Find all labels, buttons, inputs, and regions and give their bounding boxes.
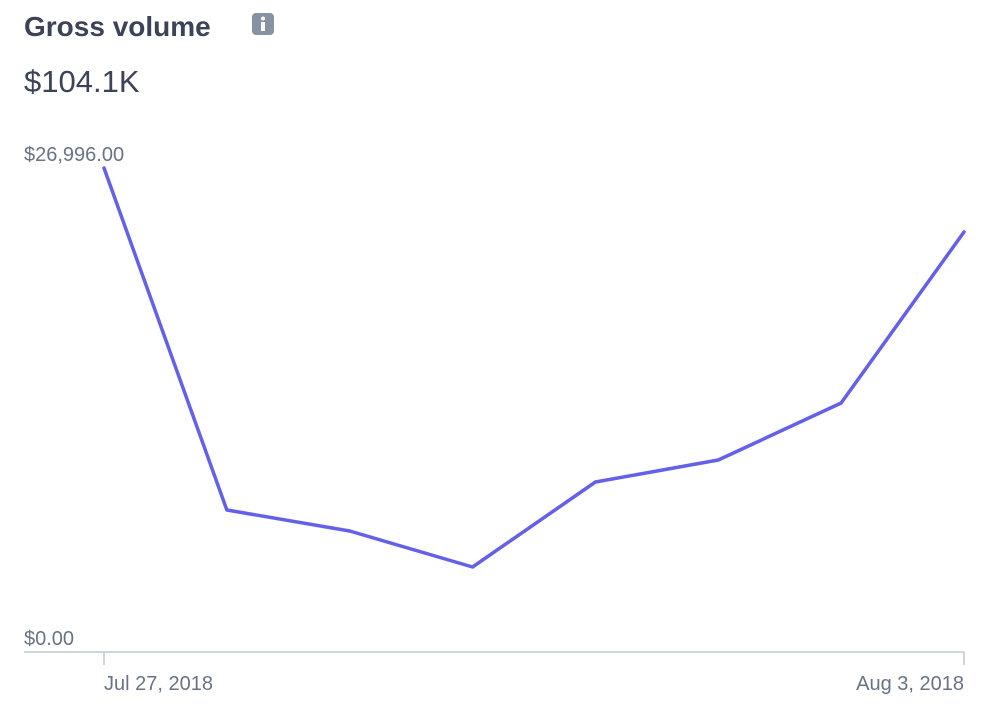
y-tick-label: $0.00	[24, 628, 74, 650]
chart-title: Gross volume	[24, 11, 211, 42]
y-tick-label: $26,996.00	[24, 144, 124, 166]
info-icon-dot	[261, 16, 265, 21]
info-icon-stem	[261, 22, 265, 31]
x-tick-label: Aug 3, 2018	[856, 673, 964, 695]
data-line	[102, 166, 966, 569]
info-icon[interactable]	[252, 13, 274, 35]
total-value: $104.1K	[24, 64, 140, 99]
x-tick-label: Jul 27, 2018	[104, 673, 213, 695]
